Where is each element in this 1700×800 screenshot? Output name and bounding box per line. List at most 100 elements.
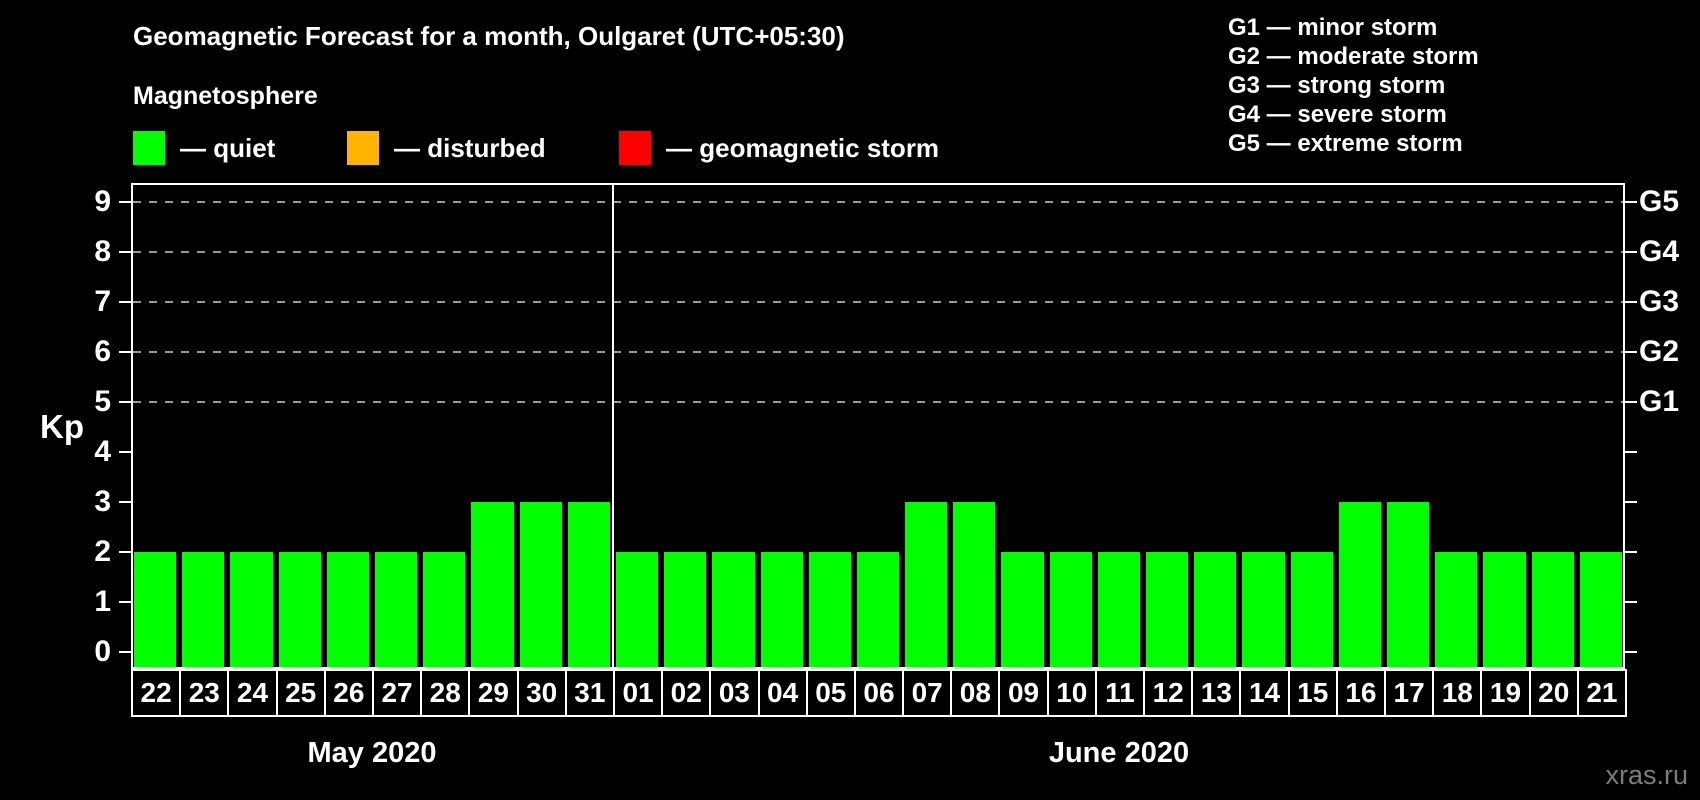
gridline-kp8 xyxy=(133,251,1623,253)
kp-bar-june-06 xyxy=(856,552,900,667)
kp-bar-may-25 xyxy=(278,552,321,667)
right-tick-kp0 xyxy=(1625,651,1637,653)
kp-bar-june-20 xyxy=(1531,552,1574,667)
right-tick-kp1 xyxy=(1625,601,1637,603)
kp-bar-may-29 xyxy=(471,502,514,667)
legend-label-quiet: — quiet xyxy=(180,132,276,163)
kp-bar-may-22 xyxy=(134,552,177,667)
day-cell-20: 20 xyxy=(1528,669,1579,717)
y-tick-label-7: 7 xyxy=(94,285,111,318)
right-tick-kp2 xyxy=(1625,551,1637,553)
day-cell-05: 05 xyxy=(805,669,856,717)
day-cell-14: 14 xyxy=(1239,669,1290,717)
y-tick-label-9: 9 xyxy=(94,185,111,218)
day-cell-24: 24 xyxy=(227,669,278,717)
day-cell-01: 01 xyxy=(612,669,664,717)
month-separator-line xyxy=(612,185,615,667)
gridline-kp6 xyxy=(133,351,1623,353)
legend-item-disturbed: — disturbed xyxy=(347,131,546,165)
kp-bar-may-24 xyxy=(230,552,273,667)
day-cell-09: 09 xyxy=(998,669,1049,717)
kp-bar-june-01 xyxy=(615,552,659,667)
day-cell-25: 25 xyxy=(275,669,326,717)
y-tick-label-3: 3 xyxy=(94,485,111,518)
y-tick-label-6: 6 xyxy=(94,335,111,368)
left-tick-kp2 xyxy=(119,551,131,553)
day-cell-02: 02 xyxy=(661,669,712,717)
kp-bar-june-15 xyxy=(1290,552,1333,667)
day-cell-11: 11 xyxy=(1094,669,1146,717)
kp-bar-june-21 xyxy=(1579,552,1622,667)
watermark: xras.ru xyxy=(1605,760,1688,790)
day-cell-08: 08 xyxy=(950,669,1001,717)
kp-bar-june-04 xyxy=(760,552,803,667)
g-legend-line-1: G1 — minor storm xyxy=(1228,14,1438,41)
month-label-june: June 2020 xyxy=(1048,737,1190,769)
left-tick-kp6 xyxy=(119,351,131,353)
legend-label-disturbed: — disturbed xyxy=(394,132,546,163)
kp-bar-june-09 xyxy=(1001,552,1044,667)
right-axis-label-g1: G1 xyxy=(1639,385,1680,418)
kp-bar-may-23 xyxy=(182,552,225,667)
kp-bar-june-16 xyxy=(1338,502,1382,667)
left-tick-kp0 xyxy=(119,651,131,653)
g-legend-line-5: G5 — extreme storm xyxy=(1228,130,1463,157)
legend-item-quiet: — quiet xyxy=(133,131,275,165)
day-cell-07: 07 xyxy=(902,669,953,717)
legend-item-geomagnetic-storm: — geomagnetic storm xyxy=(619,131,939,165)
kp-bar-june-12 xyxy=(1146,552,1189,667)
day-cell-12: 12 xyxy=(1143,669,1194,717)
left-tick-kp5 xyxy=(119,401,131,403)
y-tick-label-5: 5 xyxy=(94,385,111,418)
g-scale-legend: G1 — minor storm G2 — moderate storm G3 — … xyxy=(1228,13,1479,158)
day-cell-22: 22 xyxy=(131,669,182,717)
kp-bar-may-27 xyxy=(374,552,418,667)
left-tick-kp7 xyxy=(119,301,131,303)
kp-bar-june-13 xyxy=(1194,552,1237,667)
month-label-may: May 2020 xyxy=(307,737,437,769)
gridline-kp9 xyxy=(133,201,1623,203)
disturbed-color-swatch xyxy=(347,131,379,165)
y-tick-label-1: 1 xyxy=(94,585,111,618)
left-tick-kp8 xyxy=(119,251,131,253)
y-axis-title: Kp xyxy=(40,408,84,445)
kp-bar-june-10 xyxy=(1049,552,1092,667)
kp-bar-june-02 xyxy=(664,552,707,667)
right-axis-label-g4: G4 xyxy=(1639,235,1680,268)
y-tick-label-4: 4 xyxy=(94,435,111,468)
day-cell-28: 28 xyxy=(420,669,471,717)
day-cell-04: 04 xyxy=(757,669,808,717)
day-cell-26: 26 xyxy=(323,669,374,717)
day-cell-17: 17 xyxy=(1384,669,1435,717)
right-axis-label-g3: G3 xyxy=(1639,285,1680,318)
right-tick-kp7 xyxy=(1625,301,1637,303)
plot-area xyxy=(119,183,1637,669)
kp-bar-june-14 xyxy=(1242,552,1285,667)
kp-bar-june-17 xyxy=(1387,502,1430,667)
kp-bar-june-05 xyxy=(808,552,851,667)
kp-bar-june-11 xyxy=(1097,552,1141,667)
geomagnetic-storm-color-swatch xyxy=(619,131,651,165)
right-tick-kp8 xyxy=(1625,251,1637,253)
right-tick-kp3 xyxy=(1625,501,1637,503)
day-cell-10: 10 xyxy=(1046,669,1097,717)
day-cell-15: 15 xyxy=(1287,669,1338,717)
gridline-kp7 xyxy=(133,301,1623,303)
gridline-kp5 xyxy=(133,401,1623,403)
day-cell-31: 31 xyxy=(564,669,615,717)
day-cell-23: 23 xyxy=(179,669,230,717)
left-tick-kp9 xyxy=(119,201,131,203)
left-tick-kp1 xyxy=(119,601,131,603)
day-cell-13: 13 xyxy=(1191,669,1242,717)
day-cell-27: 27 xyxy=(371,669,423,717)
day-cell-19: 19 xyxy=(1480,669,1531,717)
left-tick-kp4 xyxy=(119,451,131,453)
right-tick-kp5 xyxy=(1625,401,1637,403)
kp-bar-may-31 xyxy=(567,502,610,667)
y-tick-label-2: 2 xyxy=(94,535,111,568)
legend-label-geomagnetic-storm: — geomagnetic storm xyxy=(666,132,940,163)
g-legend-line-2: G2 — moderate storm xyxy=(1228,43,1479,70)
right-tick-kp4 xyxy=(1625,451,1637,453)
right-tick-kp6 xyxy=(1625,351,1637,353)
